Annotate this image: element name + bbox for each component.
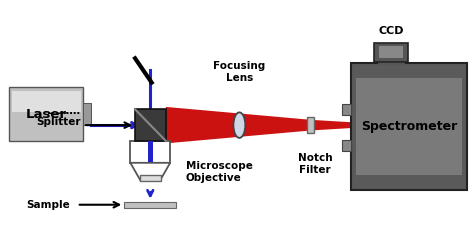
Bar — [356, 78, 462, 175]
Text: Microscope
Objective: Microscope Objective — [186, 161, 253, 183]
Polygon shape — [130, 141, 170, 163]
Polygon shape — [166, 107, 310, 143]
Text: CCD: CCD — [378, 26, 404, 36]
Bar — [374, 43, 408, 62]
Text: Focusing
Lens: Focusing Lens — [213, 61, 265, 83]
Text: Beam
Splitter: Beam Splitter — [36, 106, 81, 127]
Polygon shape — [130, 163, 170, 181]
Bar — [83, 103, 91, 125]
Bar — [307, 117, 314, 133]
Bar — [140, 175, 161, 181]
Bar — [135, 109, 166, 141]
Text: Sample: Sample — [26, 200, 70, 210]
Text: Laser: Laser — [26, 108, 67, 121]
Bar — [12, 91, 81, 112]
Bar — [148, 141, 153, 162]
Bar — [342, 104, 351, 115]
Bar — [351, 63, 467, 190]
Bar — [124, 202, 176, 208]
Bar — [379, 46, 403, 58]
Bar — [342, 140, 351, 151]
Bar — [378, 53, 404, 63]
Ellipse shape — [233, 112, 246, 138]
Bar — [9, 87, 83, 141]
Polygon shape — [310, 120, 351, 130]
Text: Notch
Filter: Notch Filter — [298, 153, 333, 175]
Text: Spectrometer: Spectrometer — [361, 120, 457, 133]
Bar — [145, 141, 156, 162]
